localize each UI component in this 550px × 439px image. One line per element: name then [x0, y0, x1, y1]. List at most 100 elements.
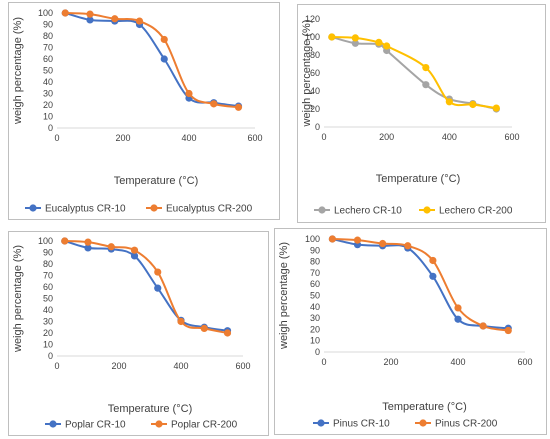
x-axis-title: Temperature (°C): [108, 403, 192, 415]
y-tick-label: 60: [43, 282, 53, 292]
y-tick-label: 10: [43, 112, 53, 122]
y-tick-label: 80: [43, 31, 53, 41]
data-point-series-1: [445, 98, 453, 106]
data-point-series-1: [454, 304, 462, 312]
y-tick-label: 10: [310, 336, 320, 346]
x-tick-label: 400: [450, 357, 465, 367]
legend-marker-1: [155, 420, 163, 428]
y-tick-label: 70: [310, 268, 320, 278]
chart-pinus: 0 10 20 30 40 50 60 70 80 90 100 0 200 400 600 Temperat…: [274, 228, 547, 435]
data-point-series-1: [351, 34, 359, 42]
legend-label-1: Lechero CR-200: [439, 206, 513, 217]
data-point-series-1: [328, 33, 336, 41]
y-tick-label: 80: [43, 259, 53, 269]
series-line-1: [332, 238, 509, 332]
y-tick-label: 40: [310, 86, 320, 96]
legend-label-0: Poplar CR-10: [65, 420, 126, 431]
y-tick-label: 80: [310, 257, 320, 267]
data-point-series-1: [160, 35, 168, 44]
y-tick-label: 0: [48, 351, 53, 361]
data-point-series-1: [84, 238, 92, 246]
x-tick-label: 600: [235, 361, 250, 371]
series-line-0: [64, 240, 228, 332]
y-tick-label: 120: [305, 14, 320, 24]
data-point-series-1: [135, 17, 144, 25]
data-point-series-1: [61, 237, 69, 245]
x-tick-label: 200: [383, 357, 398, 367]
y-axis-title: weigh percentage (%): [12, 245, 24, 353]
legend-marker-1: [150, 204, 158, 212]
x-tick-label: 200: [111, 361, 126, 371]
y-tick-label: 100: [305, 32, 320, 42]
y-tick-label: 0: [315, 122, 320, 132]
x-tick-label: 200: [115, 133, 130, 143]
y-tick-label: 30: [43, 89, 53, 99]
x-tick-label: 200: [379, 132, 394, 142]
x-tick-label: 0: [321, 357, 326, 367]
legend-marker-0: [49, 420, 57, 428]
x-tick-label: 400: [442, 132, 457, 142]
y-tick-label: 20: [43, 100, 53, 110]
chart-lechero: 0 20 40 60 80 100 120 0 200 400 600 Temperature (°C…: [297, 4, 546, 223]
data-point-series-0: [84, 244, 92, 252]
data-point-series-1: [234, 103, 243, 111]
data-point-series-0: [154, 284, 162, 292]
legend-marker-1: [423, 206, 431, 214]
y-tick-label: 100: [38, 8, 53, 18]
x-axis-title: Temperature (°C): [114, 175, 198, 187]
y-tick-label: 90: [43, 248, 53, 258]
data-point-series-1: [185, 89, 193, 98]
data-point-series-1: [177, 317, 185, 326]
chart-eucalyptus: 0 10 20 30 40 50 60 70 80 90 100 0 200 400 600 Temperat…: [8, 2, 280, 220]
legend-marker-0: [318, 206, 326, 214]
data-point-series-1: [379, 239, 387, 248]
data-point-series-1: [404, 242, 412, 250]
y-tick-label: 80: [310, 50, 320, 60]
data-point-series-1: [111, 15, 119, 23]
data-point-series-1: [223, 329, 232, 337]
data-point-series-1: [154, 268, 162, 276]
y-tick-label: 30: [43, 317, 53, 327]
chart-poplar: 0 10 20 30 40 50 60 70 80 90 100 0 200 400 600 Temperat…: [8, 231, 269, 436]
legend-label-0: Eucalyptus CR-10: [45, 204, 126, 215]
data-point-series-1: [107, 243, 115, 251]
series-line-1: [331, 36, 497, 110]
series-line-0: [332, 238, 509, 330]
x-axis-title: Temperature (°C): [382, 401, 466, 413]
data-point-series-1: [469, 100, 477, 109]
legend-marker-0: [317, 419, 325, 427]
y-axis-title: weigh percentage (%): [301, 19, 313, 127]
y-tick-label: 20: [310, 324, 320, 334]
y-tick-label: 70: [43, 43, 53, 53]
data-point-series-0: [351, 39, 359, 47]
y-axis-title: weigh percentage (%): [278, 242, 290, 350]
y-tick-label: 40: [43, 77, 53, 87]
y-tick-label: 10: [43, 340, 53, 350]
legend-label-1: Pinus CR-200: [435, 419, 498, 430]
y-tick-label: 100: [38, 236, 53, 246]
series-line-1: [64, 240, 228, 334]
data-point-series-1: [61, 9, 69, 17]
x-tick-label: 600: [504, 132, 519, 142]
data-point-series-1: [422, 64, 430, 72]
y-tick-label: 90: [310, 245, 320, 255]
data-point-series-1: [504, 326, 512, 335]
y-tick-label: 60: [43, 54, 53, 64]
y-tick-label: 50: [43, 294, 53, 304]
data-point-series-1: [353, 236, 362, 244]
data-point-series-1: [200, 324, 208, 332]
y-tick-label: 0: [315, 347, 320, 357]
y-tick-label: 40: [310, 302, 320, 312]
y-tick-label: 60: [310, 279, 320, 289]
series-line-0: [331, 36, 497, 110]
y-tick-label: 30: [310, 313, 320, 323]
y-tick-label: 20: [43, 328, 53, 338]
y-tick-label: 20: [310, 104, 320, 114]
x-tick-label: 400: [181, 133, 196, 143]
x-tick-label: 600: [247, 133, 262, 143]
data-point-series-1: [479, 322, 487, 330]
x-tick-label: 600: [517, 357, 532, 367]
data-point-series-1: [383, 42, 391, 50]
